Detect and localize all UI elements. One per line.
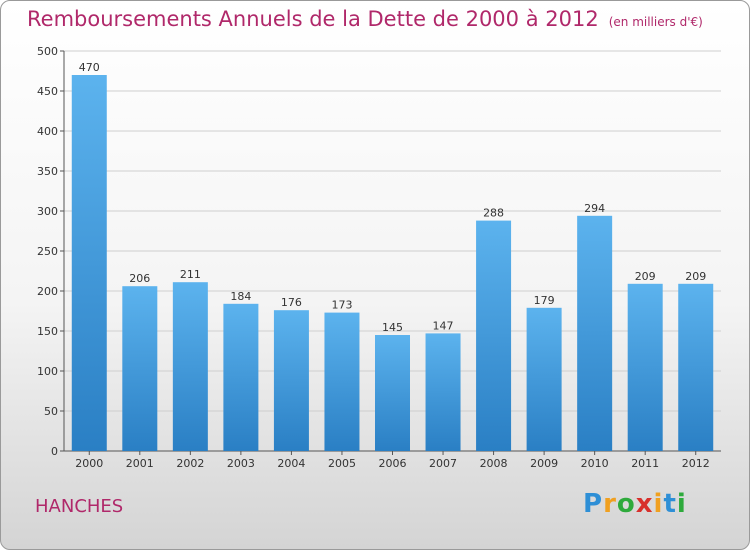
- bar-2008: [476, 220, 512, 451]
- bar-2003: [223, 303, 259, 451]
- y-tick-label: 0: [51, 445, 58, 458]
- y-tick-label: 300: [37, 205, 58, 218]
- x-tick-label-2001: 2001: [126, 457, 154, 470]
- bar-2000: [71, 75, 107, 451]
- y-tick-label: 350: [37, 165, 58, 178]
- data-label-2004: 176: [281, 296, 302, 309]
- data-label-2001: 206: [129, 272, 150, 285]
- x-tick-label-2003: 2003: [227, 457, 255, 470]
- logo-letter: P: [583, 489, 604, 519]
- y-tick-label: 200: [37, 285, 58, 298]
- chart-title-main: Remboursements Annuels de la Dette de 20…: [27, 7, 599, 31]
- bar-2010: [577, 215, 613, 451]
- logo-letter: r: [603, 489, 617, 519]
- x-tick-label-2002: 2002: [176, 457, 204, 470]
- data-label-2002: 211: [180, 268, 201, 281]
- logo-letter: x: [635, 489, 654, 519]
- y-tick-label: 250: [37, 245, 58, 258]
- bar-2001: [122, 286, 158, 451]
- x-tick-label-2004: 2004: [277, 457, 305, 470]
- y-tick-label: 400: [37, 125, 58, 138]
- logo-letter: i: [676, 489, 687, 519]
- logo-letter: t: [663, 489, 677, 519]
- x-tick-label-2005: 2005: [328, 457, 356, 470]
- data-label-2008: 288: [483, 207, 504, 220]
- x-tick-label-2000: 2000: [75, 457, 103, 470]
- data-label-2006: 145: [382, 321, 403, 334]
- data-label-2011: 209: [635, 270, 656, 283]
- bar-2011: [627, 283, 663, 451]
- x-tick-label-2010: 2010: [581, 457, 609, 470]
- x-tick-label-2009: 2009: [530, 457, 558, 470]
- bar-2009: [526, 307, 562, 451]
- data-label-2009: 179: [534, 294, 555, 307]
- data-label-2003: 184: [230, 290, 251, 303]
- x-tick-label-2011: 2011: [631, 457, 659, 470]
- proxiti-logo: Proxiti: [583, 489, 687, 519]
- data-label-2012: 209: [685, 270, 706, 283]
- data-label-2007: 147: [433, 319, 454, 332]
- bar-2012: [678, 283, 714, 451]
- y-tick-label: 500: [37, 45, 58, 58]
- chart-title: Remboursements Annuels de la Dette de 20…: [27, 7, 703, 31]
- data-label-2010: 294: [584, 202, 605, 215]
- bar-2007: [425, 333, 461, 451]
- x-tick-label-2007: 2007: [429, 457, 457, 470]
- bar-2004: [273, 310, 309, 451]
- commune-name: HANCHES: [35, 496, 124, 517]
- data-label-2000: 470: [79, 61, 100, 74]
- bar-2002: [172, 282, 208, 451]
- logo-letter: i: [653, 489, 664, 519]
- x-tick-label-2006: 2006: [379, 457, 407, 470]
- y-tick-label: 450: [37, 85, 58, 98]
- y-tick-label: 150: [37, 325, 58, 338]
- y-tick-label: 50: [44, 405, 58, 418]
- x-tick-label-2008: 2008: [480, 457, 508, 470]
- x-tick-label-2012: 2012: [682, 457, 710, 470]
- bar-2005: [324, 312, 360, 451]
- bar-2006: [375, 335, 410, 451]
- chart-title-unit: (en milliers d'€): [608, 15, 703, 29]
- y-tick-label: 100: [37, 365, 58, 378]
- data-label-2005: 173: [331, 299, 352, 312]
- logo-letter: o: [616, 489, 636, 519]
